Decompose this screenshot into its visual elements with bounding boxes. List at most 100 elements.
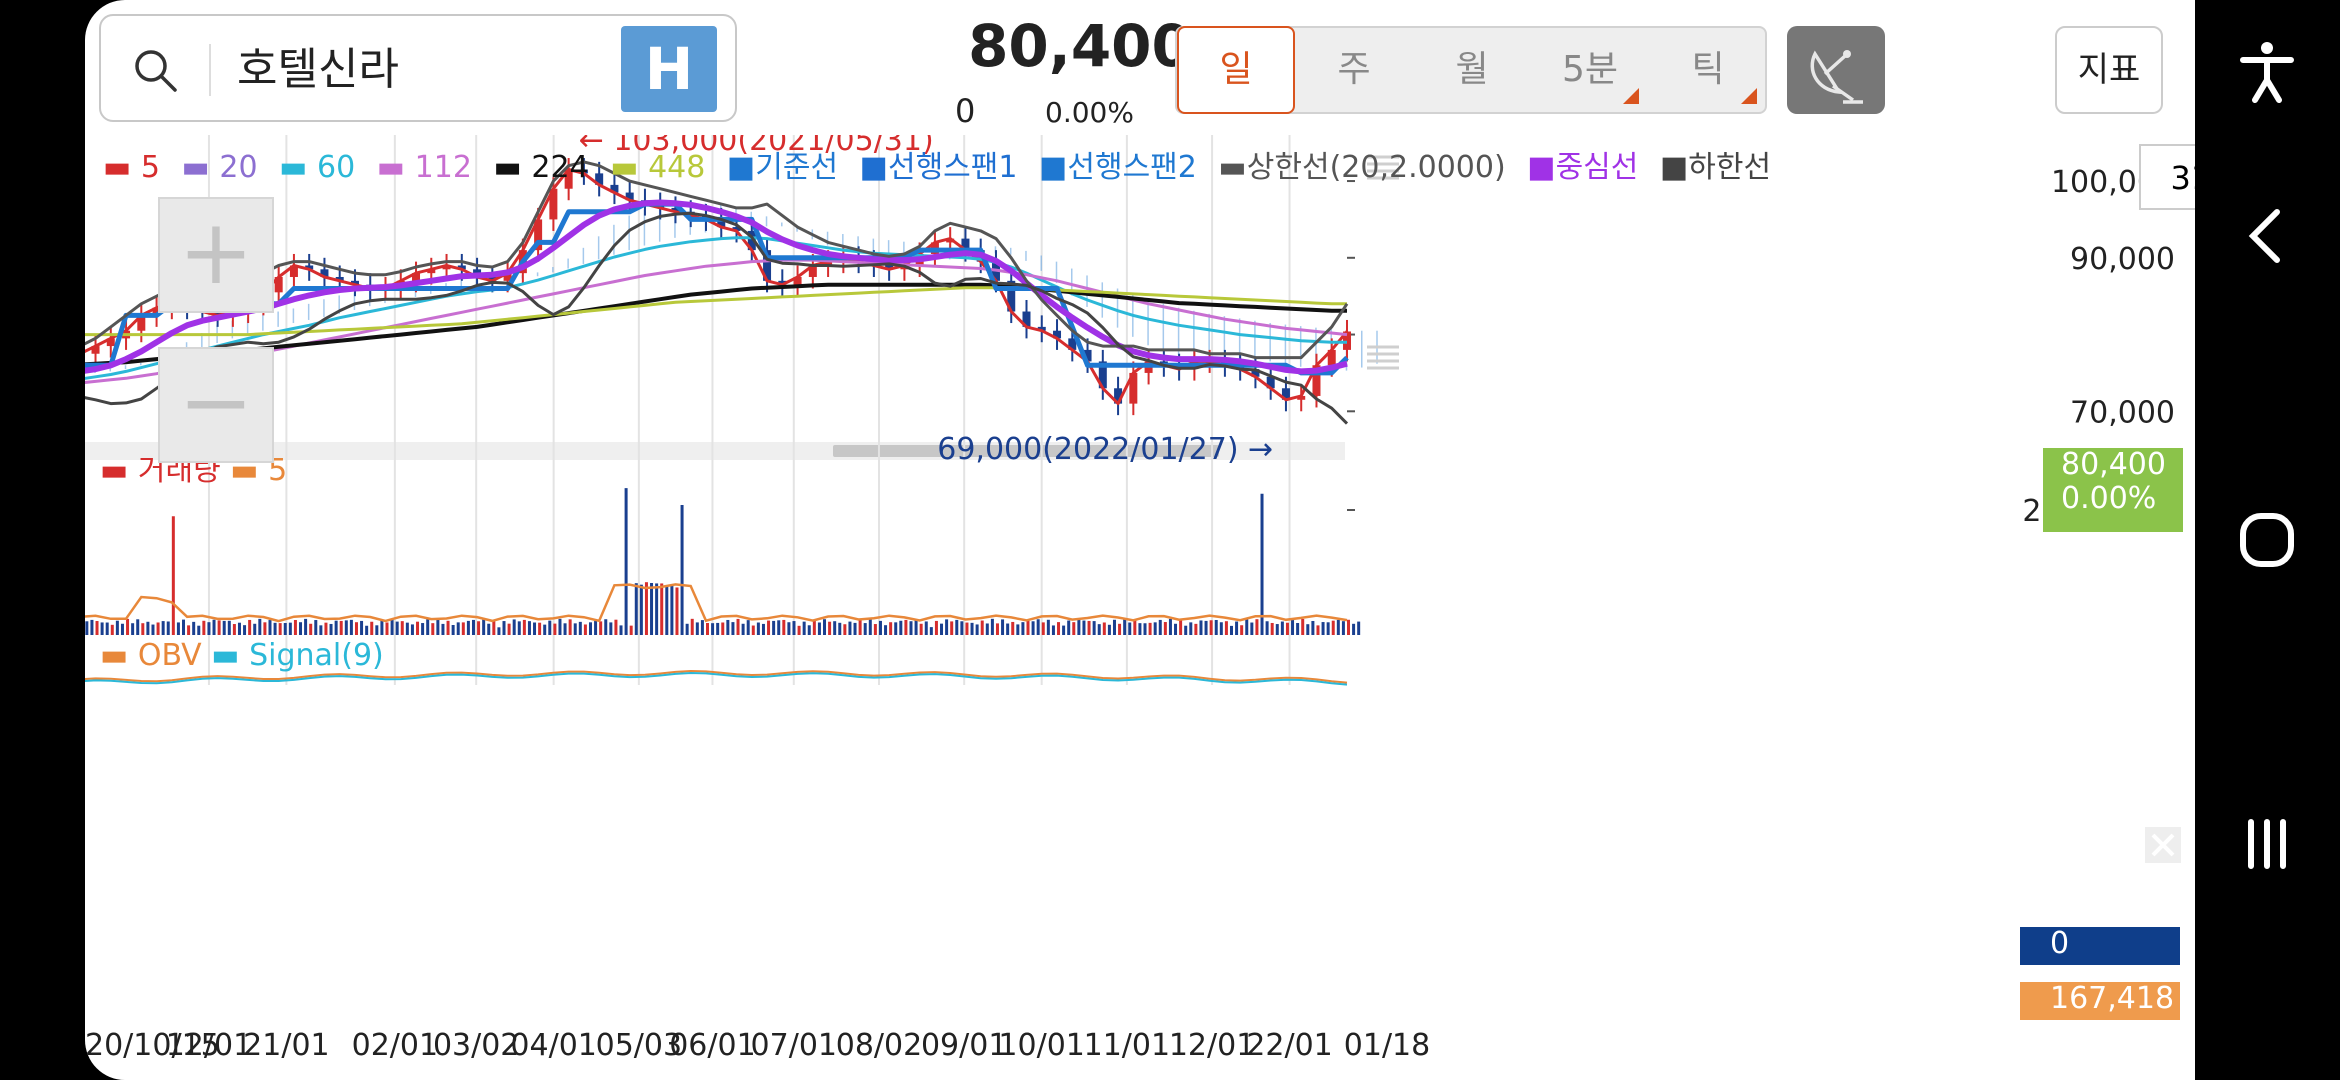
volume-bar [268,620,272,635]
back-icon[interactable] [2231,200,2303,272]
accessibility-icon[interactable] [2231,36,2303,108]
volume-bar [934,620,938,635]
price-tick-label: 90,000 [2070,242,2175,277]
volume-bar [807,625,811,635]
volume-bar [1331,620,1335,635]
volume-bar [451,625,455,635]
volume-bar [838,622,842,635]
volume-bar [1163,622,1167,635]
candle-body [335,276,344,281]
volume-bar [1072,622,1076,635]
volume-bar [975,624,979,635]
volume-bar [1057,622,1061,635]
candle-body [595,173,604,185]
volume-bar [1046,619,1050,635]
volume-bar [278,623,282,635]
volume-bar [1031,621,1035,635]
period-week-tab[interactable]: 주 [1295,28,1413,112]
volume-bar [1107,624,1111,635]
volume-bar [873,624,877,635]
x-tick-label: 03/02 [433,1028,519,1063]
volume-bar [970,622,974,635]
volume-bar [644,582,648,635]
volume-bar [222,620,226,635]
x-tick-label: 07/01 [751,1028,837,1063]
volume-bar [543,624,547,635]
period-month-tab[interactable]: 월 [1413,28,1531,112]
candle-body [350,280,359,285]
x-tick-label: 12/01 [166,1028,252,1063]
volume-bar [1204,620,1208,635]
volume-bar [502,621,506,635]
volume-bar [756,622,760,635]
low-price-annotation: 69,000(2022/01/27) → [937,432,1273,467]
volume-bar [1326,622,1330,635]
candle-body [320,269,329,277]
volume-bar [899,620,903,635]
home-icon[interactable] [2231,504,2303,576]
volume-bar [548,620,552,635]
volume-bar [522,619,526,635]
price-tick-label: 70,000 [2070,395,2175,430]
volume-bar [614,619,618,635]
volume-bar [446,620,450,635]
volume-bar [716,622,720,635]
submenu-indicator-icon [1741,88,1757,104]
signal-line [85,671,1348,686]
candle-body [106,338,115,347]
volume-bar [639,584,643,635]
volume-bar [202,620,206,635]
volume-bar [207,622,211,635]
period-tick-label: 틱 [1691,49,1725,90]
period-day-tab[interactable]: 일 [1177,26,1295,114]
candle-body [152,307,161,316]
x-tick-label: 20/10/15 [85,1028,220,1063]
volume-bar [100,622,104,635]
stock-search-box[interactable]: 호텔신라 H [99,14,737,122]
volume-bar [482,619,486,635]
indicator-button[interactable]: 지표 [2055,26,2163,114]
candle-body [763,250,772,281]
volume-bar [329,623,333,635]
candle-body [442,265,451,270]
volume-bar [248,619,252,635]
volume-bar [568,619,572,635]
volume-bar [319,625,323,635]
volume-bar [299,622,303,635]
stock-name[interactable]: 호텔신라 [237,44,399,95]
search-icon[interactable] [131,46,179,94]
candle-body [885,265,894,270]
volume-bar [283,623,287,635]
volume-bar [1174,623,1178,635]
market-badge-button[interactable]: H [621,26,717,112]
volume-bar [1275,624,1279,635]
volume-bar [767,620,771,635]
volume-bar [141,623,145,635]
volume-bar [507,623,511,635]
volume-bar [828,621,832,635]
volume-bar [558,618,562,635]
recent-apps-icon[interactable] [2231,808,2303,880]
volume-bar [131,623,135,635]
candle-body [274,276,283,293]
volume-bar [477,621,481,635]
volume-bar [466,620,470,635]
x-tick-label: 02/01 [352,1028,438,1063]
volume-bar [940,623,944,635]
period-tick-tab[interactable]: 틱 [1649,28,1767,112]
volume-bar [115,620,119,635]
volume-bar [1148,622,1152,635]
volume-bar [583,624,587,635]
drawing-tool-button[interactable] [1787,26,1885,114]
volume-bar [365,625,369,635]
volume-bar [1321,622,1325,635]
candle-body [488,276,497,281]
volume-bar [721,622,725,635]
candle-body [1022,311,1031,327]
volume-bar [578,621,582,635]
period-5min-tab[interactable]: 5분 [1531,28,1649,112]
volume-bar [237,622,241,635]
candle-body [824,261,833,266]
candle-body [808,265,817,277]
